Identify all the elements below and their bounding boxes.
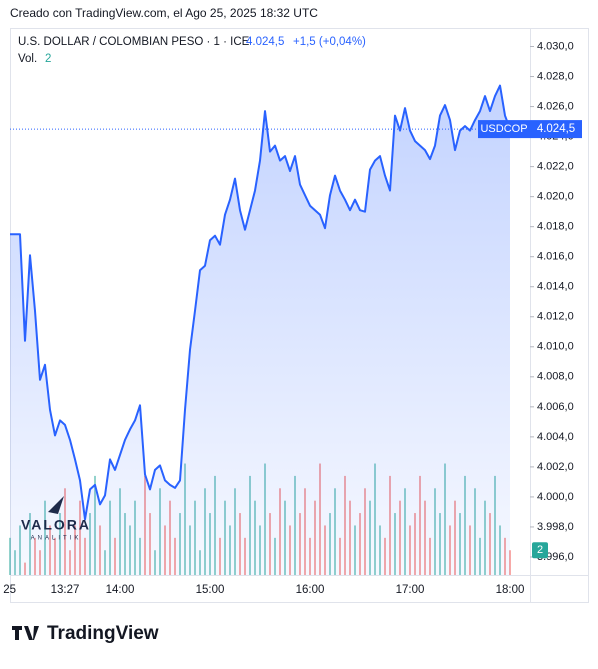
volume-title: Vol. [18,53,37,65]
plot [9,84,530,575]
watermark: VALORA ANALITIK [21,496,91,542]
y-tick-label: 4.028,0 [537,70,574,82]
x-tick-label: 15:00 [196,584,225,596]
x-tick-label: 17:00 [396,584,425,596]
y-tick-label: 4.020,0 [537,191,574,203]
price-line [10,84,511,521]
y-tick-label: 4.022,0 [537,161,574,173]
x-tick-label: 25 [3,584,16,596]
chart-title: U.S. DOLLAR / COLOMBIAN PESO · 1 · ICE [18,36,250,48]
x-tick-label: 18:00 [496,584,525,596]
y-tick-label: 4.004,0 [537,431,574,443]
volume-value: 2 [45,53,51,65]
x-tick-label: 13:27 [51,584,80,596]
y-tick-label: 4.000,0 [537,491,574,503]
y-tick-label: 4.010,0 [537,341,574,353]
watermark-icon [48,496,64,514]
y-tick-label: 4.008,0 [537,371,574,383]
symbol-box [478,120,530,139]
axis: 3.996,03.998,04.000,04.002,04.004,04.006… [3,40,582,596]
header: Creado con TradingView.com, el Ago 25, 2… [10,6,318,20]
x-tick-label: 16:00 [296,584,325,596]
y-tick-label: 4.018,0 [537,221,574,233]
price-change: +1,5 (+0,04%) [293,36,366,48]
footer-logo: TradingView [12,623,159,644]
y-tick-label: 3.998,0 [537,521,574,533]
footer-icon [12,626,39,640]
last-price: 4.024,5 [246,36,284,48]
area-fill [10,85,510,575]
x-tick-label: 14:00 [106,584,135,596]
watermark-subtitle: ANALITIK [31,536,82,542]
volume-box-label: 2 [537,544,543,556]
price-box [530,120,582,139]
y-tick-label: 4.012,0 [537,311,574,323]
y-tick-label: 4.016,0 [537,251,574,263]
watermark-title: VALORA [21,517,91,533]
y-tick-label: 4.006,0 [537,401,574,413]
y-tick-label: 4.030,0 [537,40,574,52]
volume-box [532,542,548,559]
price-box-label: 4.024,5 [537,123,575,135]
footer-text: TradingView [47,623,159,644]
symbol-label: USDCOP [480,123,527,135]
y-tick-label: 4.014,0 [537,281,574,293]
y-tick-label: 4.002,0 [537,461,574,473]
y-tick-label: 4.026,0 [537,100,574,112]
